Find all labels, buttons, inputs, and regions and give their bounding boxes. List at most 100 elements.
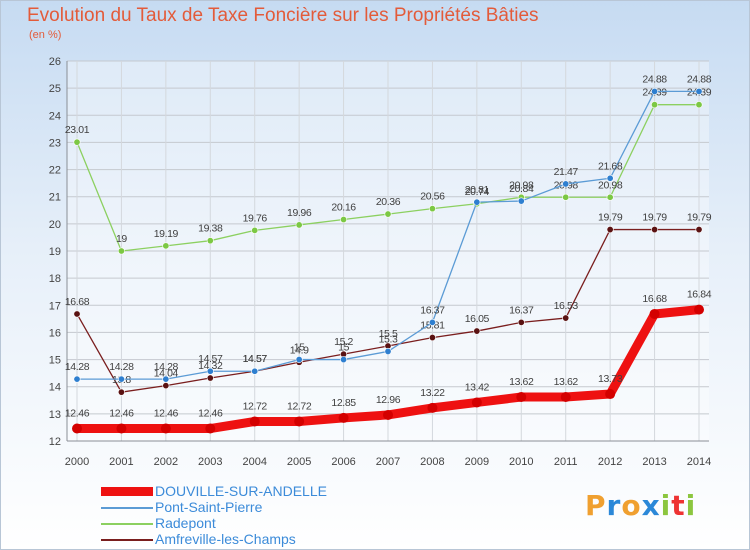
x-tick-label: 2003 <box>198 456 222 468</box>
y-tick-label: 22 <box>49 165 61 177</box>
data-point <box>73 310 81 318</box>
data-label: 12.85 <box>331 397 356 409</box>
data-point <box>473 198 481 206</box>
data-label: 16.68 <box>65 296 90 308</box>
data-point <box>72 423 82 434</box>
data-label: 23.01 <box>65 124 90 136</box>
data-label: 16.05 <box>465 313 490 325</box>
x-tick-label: 2008 <box>420 456 444 468</box>
legend-swatch <box>101 507 153 509</box>
data-label: 20.56 <box>420 191 445 203</box>
proxiti-logo: Proxiti <box>585 489 696 522</box>
logo-letter: r <box>606 489 622 522</box>
x-tick-label: 2010 <box>509 456 533 468</box>
data-point <box>562 180 570 188</box>
data-point <box>517 318 525 326</box>
logo-letter: x <box>641 489 661 522</box>
y-tick-label: 23 <box>49 137 61 149</box>
data-label: 14.57 <box>198 353 223 365</box>
data-label: 19.38 <box>198 223 223 235</box>
data-point <box>384 210 392 218</box>
data-point <box>340 216 348 224</box>
data-point <box>694 304 704 315</box>
y-tick-label: 12 <box>49 436 61 448</box>
data-point <box>251 226 259 234</box>
y-tick-label: 20 <box>49 219 61 231</box>
data-point <box>117 375 125 383</box>
data-point <box>560 392 571 403</box>
data-point <box>606 174 614 182</box>
data-point <box>294 416 305 427</box>
data-point <box>117 388 125 396</box>
data-point <box>162 375 170 383</box>
data-point <box>516 392 527 403</box>
data-label: 14.57 <box>243 353 268 365</box>
data-label: 14.28 <box>65 361 90 373</box>
data-point <box>562 314 570 322</box>
data-point <box>73 138 81 146</box>
data-label: 20.84 <box>509 183 534 195</box>
data-label: 24.88 <box>642 73 667 85</box>
data-label: 16.37 <box>420 304 445 316</box>
y-tick-label: 13 <box>49 409 61 421</box>
data-label: 20.16 <box>331 202 356 214</box>
x-tick-label: 2006 <box>331 456 355 468</box>
data-point <box>471 397 482 408</box>
data-label: 20.74 <box>465 186 490 198</box>
legend-swatch <box>101 487 153 496</box>
data-label: 12.46 <box>109 408 134 420</box>
data-label: 14.28 <box>109 361 134 373</box>
data-label: 15.3 <box>379 333 398 345</box>
data-point <box>338 412 349 423</box>
legend-swatch <box>101 539 153 541</box>
data-label: 12.46 <box>65 408 90 420</box>
legend-label: Radepont <box>155 515 216 531</box>
data-label: 12.96 <box>376 394 401 406</box>
data-point <box>651 87 659 95</box>
x-tick-label: 2001 <box>109 456 133 468</box>
data-label: 13.62 <box>554 376 579 388</box>
series-pont-saint-pierre: 14.28 14.28 14.28 14.57 14.57 15 15 15.3 16.37 20… <box>65 73 712 383</box>
data-point <box>383 409 393 420</box>
data-label: 16.68 <box>642 293 667 305</box>
data-label: 14.04 <box>154 368 179 380</box>
y-tick-label: 18 <box>49 273 61 285</box>
data-point <box>649 308 660 319</box>
data-label: 19.96 <box>287 207 312 219</box>
data-label: 13.22 <box>420 387 445 399</box>
data-point <box>695 87 703 95</box>
data-label: 20.98 <box>598 179 623 191</box>
data-point <box>295 356 303 364</box>
x-tick-label: 2014 <box>687 456 711 468</box>
series-douville-sur-andelle: 12.46 12.46 12.46 12.46 12.72 12.72 12.85 12.96… <box>65 289 712 434</box>
y-tick-label: 17 <box>49 300 61 312</box>
legend-label: Pont-Saint-Pierre <box>155 499 263 515</box>
data-point <box>473 327 481 335</box>
data-point <box>162 382 170 390</box>
y-tick-label: 15 <box>49 355 61 367</box>
data-point <box>206 374 214 382</box>
data-point <box>695 226 703 234</box>
chart-title: Evolution du Taux de Taxe Foncière sur l… <box>27 5 539 26</box>
data-point <box>562 193 570 201</box>
data-point <box>384 347 392 355</box>
data-label: 24.88 <box>687 73 712 85</box>
data-label: 12.72 <box>243 400 268 412</box>
data-label: 20.98 <box>509 179 534 191</box>
data-point <box>117 247 125 255</box>
data-label: 16.84 <box>687 289 712 301</box>
data-point <box>205 423 216 434</box>
y-tick-label: 19 <box>49 246 61 258</box>
logo-letter: o <box>621 489 642 522</box>
data-point <box>73 375 81 383</box>
data-label: 21.68 <box>598 160 623 172</box>
data-point <box>340 356 348 364</box>
data-label: 12.46 <box>198 408 223 420</box>
data-point <box>206 237 214 245</box>
x-tick-label: 2011 <box>554 456 578 468</box>
data-point <box>428 318 436 326</box>
data-point <box>428 334 436 342</box>
data-label: 14.57 <box>243 353 268 365</box>
y-tick-label: 14 <box>49 382 61 394</box>
data-point <box>428 205 436 213</box>
